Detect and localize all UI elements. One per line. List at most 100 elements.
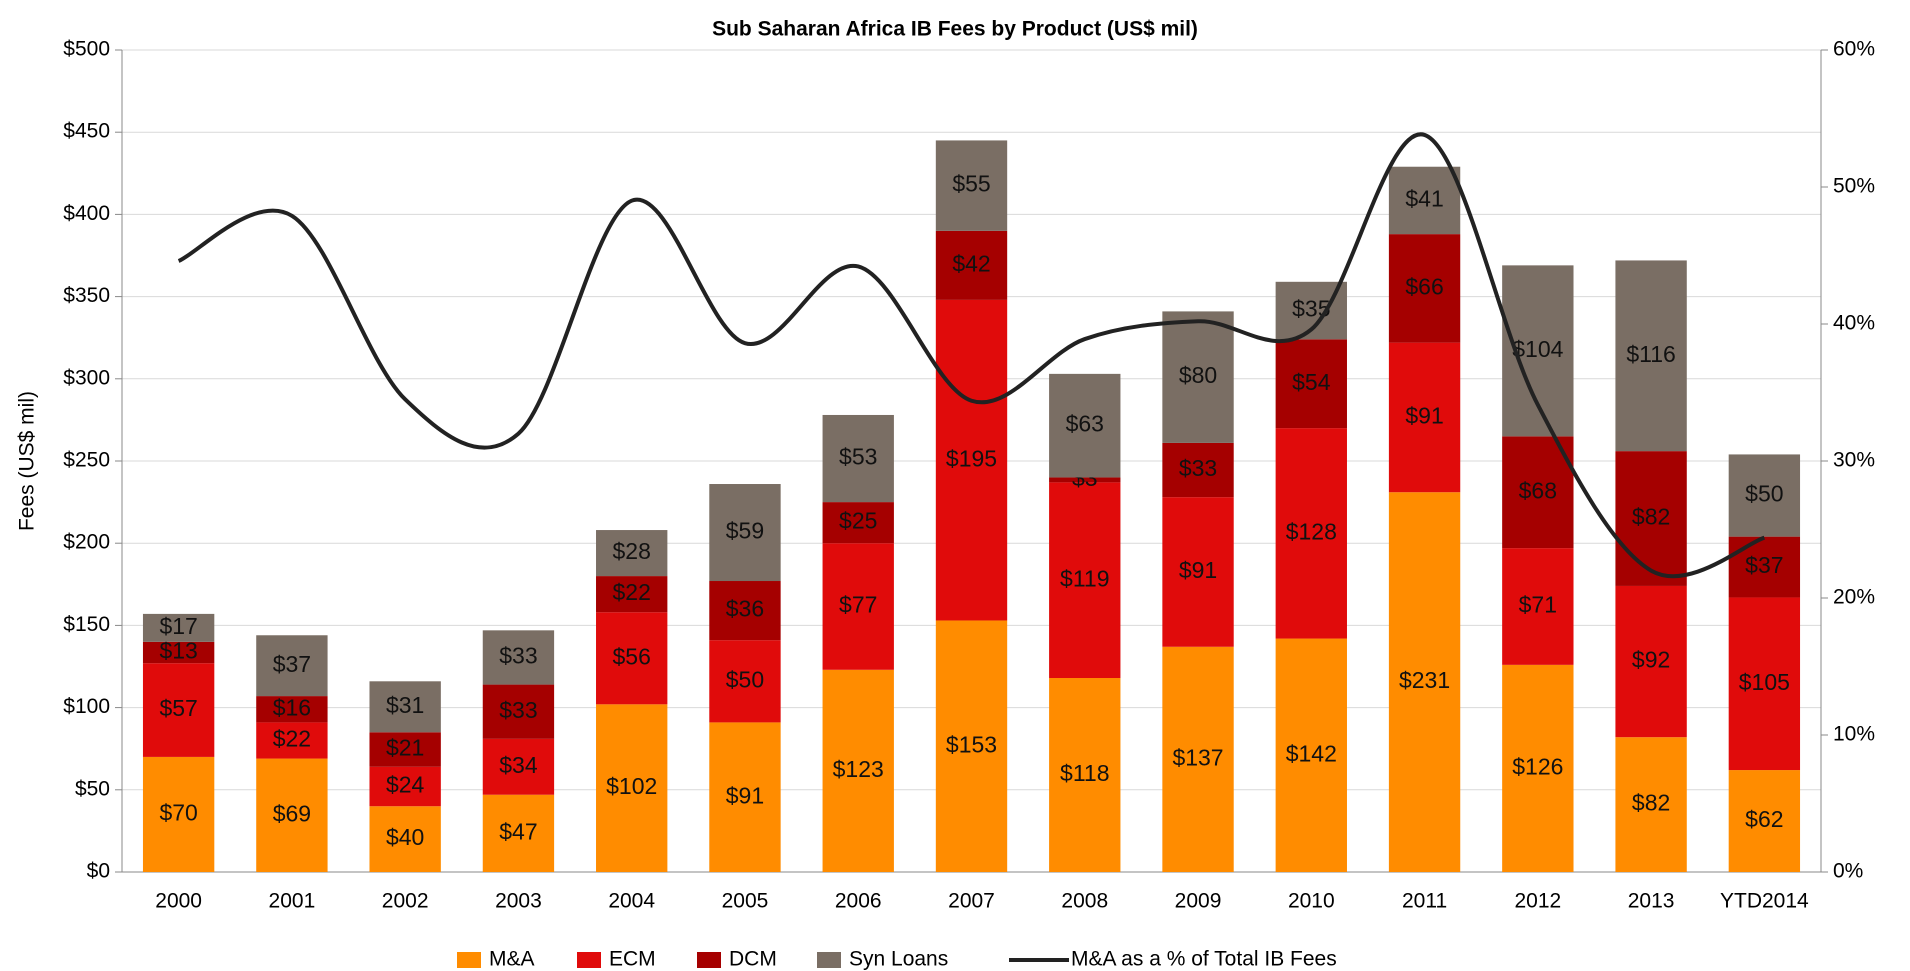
- bar-segment: [482, 630, 555, 685]
- data-label: $104: [1512, 336, 1563, 362]
- bar-segment: [709, 484, 781, 582]
- bar-segment: [256, 758, 328, 872]
- bar-segment: [1049, 373, 1121, 478]
- x-tick-label: 2005: [722, 890, 769, 913]
- data-label: $195: [946, 445, 997, 471]
- data-label: $47: [499, 818, 537, 844]
- data-label: $82: [1632, 790, 1670, 816]
- data-label: $21: [386, 735, 424, 761]
- legend-label: M&A: [489, 948, 535, 971]
- bar-segment: [1615, 737, 1687, 872]
- data-label: $77: [839, 592, 877, 618]
- bar-segment: [935, 140, 1008, 231]
- y2-tick-label: 50%: [1833, 175, 1875, 198]
- bar-segment: [1502, 664, 1574, 872]
- bar-segment: [1728, 770, 1801, 872]
- y-tick-label: $50: [75, 777, 110, 800]
- legend-label: DCM: [729, 948, 777, 971]
- bar-segment: [709, 581, 781, 641]
- bar-segment: [482, 738, 555, 795]
- bar-segment: [1615, 451, 1687, 586]
- bar-segment: [935, 299, 1008, 621]
- bar-segment: [1615, 260, 1687, 452]
- x-tick-label: 2013: [1628, 890, 1675, 913]
- legend-label: ECM: [609, 948, 656, 971]
- y2-tick-label: 10%: [1833, 723, 1875, 746]
- data-label: $68: [1519, 477, 1557, 503]
- bar-segment: [596, 530, 668, 577]
- data-label: $231: [1399, 667, 1450, 693]
- x-tick-label: 2011: [1402, 890, 1447, 913]
- legend-swatch: [457, 952, 481, 968]
- data-label: $118: [1060, 760, 1109, 786]
- legend-swatch: [577, 952, 601, 968]
- x-tick-label: 2012: [1514, 890, 1561, 913]
- y-tick-label: $250: [63, 449, 110, 472]
- data-label: $116: [1626, 341, 1675, 367]
- data-label: $119: [1060, 565, 1109, 591]
- bar-segment: [369, 681, 441, 733]
- bar-segment: [1388, 234, 1461, 343]
- y-axis-label: Fees (US$ mil): [16, 391, 39, 531]
- data-label: $22: [273, 726, 311, 752]
- x-tick-label: 2003: [495, 890, 542, 913]
- bar-segment: [256, 635, 328, 697]
- y2-tick-label: 40%: [1833, 312, 1875, 335]
- data-label: $62: [1745, 806, 1783, 832]
- chart-title: Sub Saharan Africa IB Fees by Product (U…: [712, 18, 1198, 41]
- data-label: $63: [1066, 411, 1104, 437]
- data-label: $142: [1286, 740, 1337, 766]
- bar-segment: [142, 641, 215, 664]
- bar-segment: [1388, 166, 1461, 235]
- data-label: $31: [386, 692, 424, 718]
- y-tick-label: $150: [63, 613, 110, 636]
- bar-segment: [1388, 492, 1461, 872]
- bar-segment: [1502, 548, 1574, 665]
- x-tick-label: 2002: [382, 890, 429, 913]
- data-label: $80: [1179, 362, 1217, 388]
- legend-swatch: [817, 952, 841, 968]
- bar-segment: [142, 613, 215, 642]
- data-label: $41: [1405, 186, 1443, 212]
- bar-segment: [822, 502, 894, 544]
- bar-segment: [709, 640, 781, 723]
- bar-segment: [1162, 442, 1234, 498]
- bar-segment: [935, 620, 1008, 872]
- bar-segment: [482, 684, 555, 739]
- line-series: [177, 132, 1766, 579]
- y2-tick-label: 20%: [1833, 586, 1875, 609]
- bar-segment: [596, 576, 668, 613]
- data-label: $59: [726, 518, 764, 544]
- x-tick-label: 2010: [1288, 890, 1335, 913]
- data-label: $54: [1292, 369, 1331, 395]
- x-tick-label: 2000: [155, 890, 202, 913]
- y2-tick-label: 0%: [1833, 860, 1863, 883]
- bar-segment: [1049, 477, 1121, 483]
- bar-segment: [596, 704, 668, 872]
- legend-label: M&A as a % of Total IB Fees: [1071, 948, 1337, 971]
- data-label: $40: [386, 824, 424, 850]
- x-tick-label: 2009: [1175, 890, 1222, 913]
- x-tick-label: 2001: [269, 890, 316, 913]
- legend-swatch: [697, 952, 721, 968]
- bar-segment: [1728, 597, 1801, 771]
- x-tick-label: 2006: [835, 890, 882, 913]
- y2-tick-label: 60%: [1833, 38, 1875, 61]
- data-label: $69: [273, 800, 311, 826]
- data-label: $53: [839, 444, 877, 470]
- data-label: $13: [159, 638, 197, 664]
- x-tick-label: 2007: [948, 890, 995, 913]
- bar-segment: [1615, 585, 1687, 738]
- bar-segment: [822, 543, 894, 670]
- bar-segment: [369, 766, 441, 807]
- y-tick-label: $300: [63, 366, 110, 389]
- data-label: $153: [946, 731, 997, 757]
- bar-segment: [1162, 497, 1234, 647]
- bar-segment: [369, 806, 441, 872]
- bar-segment: [1049, 482, 1121, 679]
- bar-segment: [822, 669, 894, 872]
- bar-segment: [142, 663, 215, 757]
- data-label: $126: [1512, 754, 1563, 780]
- x-tick-label: 2008: [1061, 890, 1108, 913]
- data-label: $17: [159, 613, 197, 639]
